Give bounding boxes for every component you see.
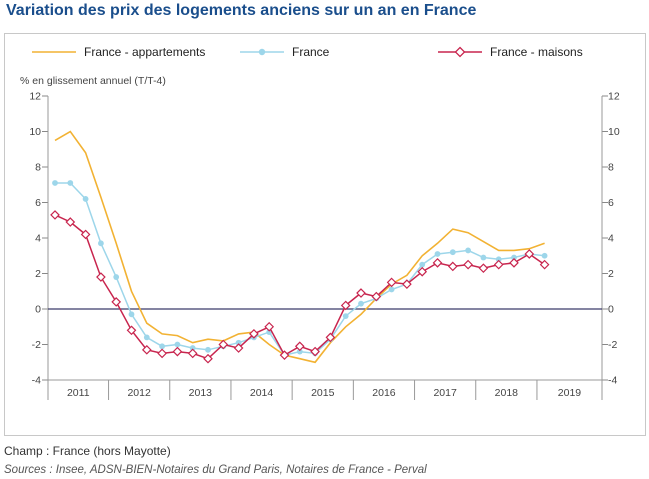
data-point: [249, 329, 259, 339]
data-point: [478, 263, 489, 274]
data-point: [465, 247, 471, 254]
y-tick-label-right: -2: [608, 339, 617, 351]
x-tick-label: 2017: [433, 387, 457, 399]
legend-label: France - maisons: [490, 45, 583, 59]
data-point: [50, 210, 60, 220]
y-tick-label-right: -4: [608, 375, 617, 387]
data-point: [449, 249, 456, 256]
data-point: [174, 341, 181, 348]
data-point: [342, 313, 349, 319]
data-point: [509, 258, 519, 268]
data-point: [447, 261, 458, 272]
y-tick-label-right: 4: [608, 233, 614, 245]
y-axis-label: % en glissement annuel (T/T-4): [20, 75, 166, 87]
x-tick-label: 2012: [127, 387, 151, 399]
chart-title: Variation des prix des logements anciens…: [6, 2, 477, 19]
data-point: [495, 256, 502, 263]
data-point: [310, 346, 320, 357]
sources-note: Sources : Insee, ADSN-BIEN-Notaires du G…: [4, 464, 427, 476]
data-point: [80, 229, 91, 240]
data-point: [96, 272, 106, 282]
y-tick-label: 2: [35, 268, 41, 280]
data-point: [67, 180, 74, 186]
y-tick-label: 0: [35, 304, 41, 316]
data-point: [172, 346, 183, 357]
y-tick-label: -2: [32, 339, 41, 351]
data-point: [539, 259, 550, 270]
y-tick-label-right: 8: [608, 162, 614, 174]
data-point: [113, 274, 120, 280]
data-point: [417, 266, 428, 277]
legend-marker: [258, 48, 266, 56]
data-point: [235, 339, 242, 346]
data-point: [141, 344, 152, 355]
data-point: [233, 343, 244, 353]
data-point: [388, 286, 395, 293]
data-point: [187, 348, 198, 359]
legend-label: France - appartements: [84, 45, 205, 59]
data-point: [65, 217, 76, 227]
data-point: [511, 254, 517, 261]
data-point: [205, 346, 211, 353]
data-point: [143, 334, 150, 341]
y-tick-label-right: 6: [608, 197, 614, 209]
x-tick-label: 2011: [67, 387, 90, 399]
x-tick-label: 2019: [558, 387, 582, 399]
data-point: [264, 321, 275, 332]
data-point: [279, 350, 290, 360]
y-tick-label: 6: [35, 197, 41, 209]
data-point: [480, 254, 487, 261]
y-tick-label-right: 2: [608, 268, 614, 280]
data-point: [157, 348, 167, 359]
data-point: [419, 261, 426, 268]
legend-marker: [454, 46, 466, 58]
y-tick-label: 10: [29, 126, 41, 138]
data-point: [159, 343, 166, 350]
champ-note: Champ : France (hors Mayotte): [4, 444, 171, 458]
series-line: [54, 214, 546, 360]
data-point: [340, 300, 351, 311]
x-tick-label: 2018: [495, 387, 519, 399]
data-point: [98, 240, 104, 247]
series-line: [54, 130, 545, 364]
y-tick-label: 4: [35, 233, 41, 245]
data-point: [218, 339, 229, 350]
data-point: [296, 348, 303, 355]
line-chart: % en glissement annuel (T/T-4) -4 -4 -2 -2 0 0…: [20, 45, 620, 400]
data-point: [541, 252, 548, 259]
x-tick-label: 2016: [372, 387, 396, 399]
data-point: [52, 180, 58, 186]
data-point: [128, 311, 135, 318]
legend-label: France: [292, 45, 330, 59]
data-point: [358, 300, 364, 307]
data-point: [432, 258, 443, 268]
y-tick-label-right: 10: [608, 126, 620, 138]
data-point: [325, 332, 336, 343]
data-point: [82, 196, 89, 202]
data-point: [356, 288, 366, 298]
data-point: [463, 259, 473, 270]
x-tick-label: 2013: [189, 387, 213, 399]
data-point: [371, 291, 382, 302]
y-tick-label: -4: [32, 375, 41, 387]
x-tick-label: 2015: [311, 387, 335, 399]
data-point: [402, 279, 412, 289]
data-point: [386, 277, 397, 288]
data-point: [294, 341, 305, 352]
data-point: [203, 353, 213, 364]
y-tick-label-right: 12: [608, 91, 620, 103]
y-tick-label-right: 0: [608, 304, 614, 316]
data-point: [111, 297, 122, 307]
y-tick-label: 12: [29, 91, 41, 103]
x-tick-label: 2014: [250, 387, 274, 399]
y-tick-label: 8: [35, 162, 41, 174]
data-point: [524, 249, 535, 259]
chart-frame: [4, 33, 646, 436]
data-point: [434, 251, 441, 257]
data-point: [126, 325, 137, 336]
data-point: [493, 259, 504, 270]
data-point: [189, 345, 196, 351]
